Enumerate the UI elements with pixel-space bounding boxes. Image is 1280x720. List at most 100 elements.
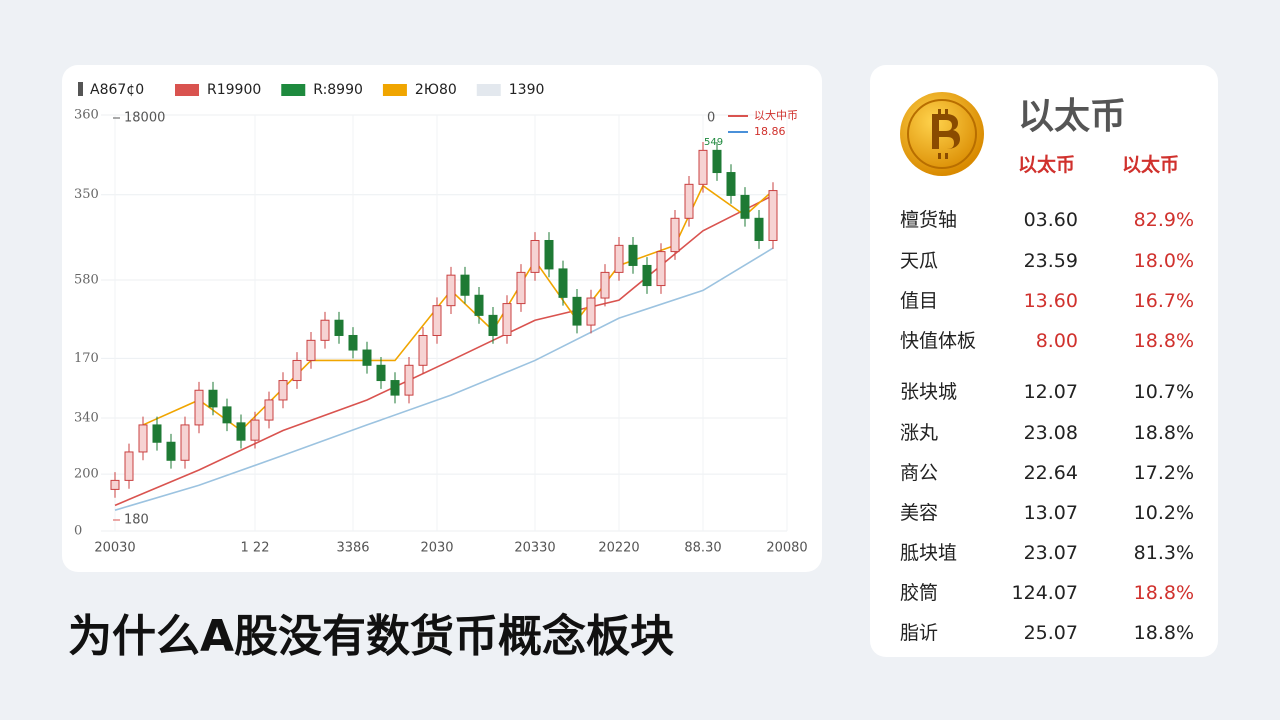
legend-title: A867¢0 [90, 82, 144, 98]
row-value: 23.07 [1023, 542, 1078, 564]
candle-body [432, 305, 442, 336]
candle-body [726, 172, 736, 196]
row-name: 脂䜣 [900, 622, 939, 644]
row-name: 胶筒 [900, 582, 939, 604]
x-tick-label: 1 22 [241, 541, 270, 556]
candle-body [628, 244, 638, 266]
coin-rim [907, 99, 977, 169]
row-value: 12.07 [1023, 381, 1078, 403]
candle-body [530, 239, 540, 273]
candle-body [558, 268, 568, 298]
panel-title: 以太币 [1018, 96, 1127, 137]
candle-body [698, 149, 708, 185]
candle-body [362, 349, 372, 366]
candle-body [586, 297, 596, 326]
y-tick-label: 360 [74, 108, 99, 123]
row-name: 天瓜 [900, 250, 939, 272]
legend-swatch [476, 84, 501, 96]
candle-body [614, 244, 624, 273]
row-value: 8.00 [1035, 330, 1078, 352]
y-tick-label: 200 [74, 467, 99, 482]
annotation: 549 [704, 137, 723, 148]
row-change: 18.8% [1133, 330, 1194, 352]
column-header: 以太币 [1122, 154, 1180, 176]
y-tick-label: 350 [74, 187, 99, 202]
row-name: 美容 [900, 502, 939, 524]
row-value: 13.07 [1023, 502, 1078, 524]
annotation: 180 [124, 513, 149, 528]
candle-body [474, 294, 484, 316]
mini-legend-label: 以大中币 [754, 108, 798, 122]
legend-swatch [382, 84, 407, 96]
x-tick-label: 20030 [94, 541, 135, 556]
ma-line [142, 184, 774, 432]
x-tick-label: 20330 [514, 541, 555, 556]
candle-body [222, 406, 232, 424]
legend-label: 2Ю80 [415, 82, 457, 98]
candle-body [376, 364, 386, 382]
row-name: 檀货轴 [900, 209, 958, 231]
x-tick-label: 2030 [420, 541, 453, 556]
annotation: 0 [707, 111, 715, 126]
row-value: 23.59 [1023, 250, 1078, 272]
row-name: 值目 [900, 290, 939, 312]
candle-body [712, 149, 722, 174]
row-change: 10.7% [1133, 381, 1194, 403]
row-value: 124.07 [1011, 582, 1078, 604]
candle-body [446, 274, 456, 307]
candle-body [516, 271, 526, 305]
candle-body [348, 334, 358, 351]
row-change: 81.3% [1133, 542, 1194, 564]
row-value: 03.60 [1023, 209, 1078, 231]
legend-icon [78, 82, 83, 96]
candle-body [502, 303, 512, 336]
candle-body [264, 399, 274, 421]
row-value: 25.07 [1023, 622, 1078, 644]
row-change: 10.2% [1133, 502, 1194, 524]
y-tick-label: 580 [74, 273, 99, 288]
row-change: 18.8% [1133, 582, 1194, 604]
price-panel: 以太币 以太币 以太币 檀货轴 03.60 82.9% 天瓜 23.59 18.0% 值目 1… [870, 65, 1218, 657]
candle-body [670, 217, 680, 253]
candle-body [166, 441, 176, 461]
row-change: 82.9% [1133, 209, 1194, 231]
row-value: 23.08 [1023, 422, 1078, 444]
row-value: 13.60 [1023, 290, 1078, 312]
candle-body [236, 422, 246, 441]
candle-body [334, 319, 344, 336]
candle-body [250, 419, 260, 441]
x-tick-label: 3386 [336, 541, 369, 556]
row-change: 18.8% [1133, 422, 1194, 444]
row-change: 17.2% [1133, 462, 1194, 484]
candle-body [390, 380, 400, 396]
candle-body [684, 183, 694, 219]
candle-body [600, 271, 610, 299]
candle-body [152, 424, 162, 443]
candle-body [138, 424, 148, 453]
legend-label: R:8990 [313, 82, 363, 98]
y-tick-label: 340 [74, 410, 99, 425]
candle-body [278, 380, 288, 401]
legend-swatch [175, 84, 199, 96]
candle-body [208, 389, 218, 408]
candle-body [292, 359, 302, 382]
row-change: 18.8% [1133, 622, 1194, 644]
column-header: 以太币 [1018, 154, 1076, 176]
candle-body [754, 217, 764, 241]
row-value: 22.64 [1023, 462, 1078, 484]
row-change: 18.0% [1133, 250, 1194, 272]
row-name: 商公 [900, 462, 939, 484]
candle-body [180, 424, 190, 461]
candle-body [306, 339, 316, 361]
candle-body [544, 239, 554, 270]
coin-icon [900, 92, 984, 176]
candle-body [572, 296, 582, 326]
candle-body [460, 274, 470, 296]
row-change: 16.7% [1133, 290, 1194, 312]
candle-body [320, 319, 330, 341]
y-tick-label: 0 [74, 524, 82, 539]
x-tick-label: 88.30 [684, 541, 721, 556]
row-name: 张块城 [900, 381, 958, 403]
